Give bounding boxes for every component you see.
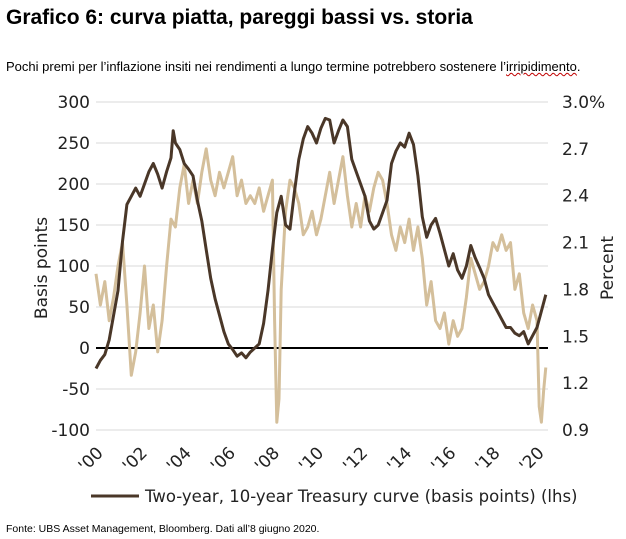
- x-tick-label: '12: [339, 443, 372, 476]
- y-left-tick-label: 250: [58, 134, 90, 154]
- y-left-tick-label: 0: [79, 339, 90, 359]
- x-tick-label: '04: [163, 443, 196, 476]
- x-tick-label: '14: [383, 443, 416, 476]
- series-layer: [94, 116, 548, 424]
- series-line-curve: [94, 116, 548, 370]
- chart-title: Grafico 6: curva piatta, pareggi bassi v…: [6, 6, 473, 29]
- y-left-tick-label: -100: [51, 421, 90, 441]
- series-line-breakeven: [94, 147, 548, 424]
- x-tick-label: '08: [251, 443, 284, 476]
- source-note: Fonte: UBS Asset Management, Bloomberg. …: [6, 523, 320, 535]
- y-axis-right-label: Percent: [598, 236, 618, 300]
- y-right-tick-label: 3.0%: [562, 93, 605, 113]
- y-left-tick-label: 300: [58, 93, 90, 113]
- y-left-tick-label: 100: [58, 257, 90, 277]
- y-axis-left-ticks: 300 250 200 150 100 50 0 -50 -100: [51, 93, 90, 441]
- x-tick-label: '16: [428, 443, 461, 476]
- legend: Two-year, 10-year Treasury curve (basis …: [91, 487, 578, 506]
- y-axis-left-label: Basis points: [32, 217, 52, 319]
- y-right-tick-label: 2.1: [562, 234, 589, 254]
- subtitle-text: Pochi premi per l’inflazione insiti nei …: [6, 59, 507, 74]
- y-left-tick-label: 200: [58, 175, 90, 195]
- y-right-tick-label: 1.5: [562, 327, 589, 347]
- x-tick-label: '06: [207, 443, 240, 476]
- y-right-tick-label: 1.2: [562, 374, 589, 394]
- x-tick-label: '02: [119, 443, 152, 476]
- x-tick-label: '18: [472, 443, 505, 476]
- y-right-tick-label: 1.8: [562, 280, 589, 300]
- x-tick-label: '00: [75, 443, 108, 476]
- y-right-tick-label: 0.9: [562, 421, 589, 441]
- y-right-tick-label: 2.7: [562, 140, 589, 160]
- subtitle-end: .: [576, 59, 581, 74]
- chart-area: 300 250 200 150 100 50 0 -50 -100 3.0% 2.7 2.4 2.1 1…: [32, 93, 618, 506]
- y-left-tick-label: 50: [68, 298, 90, 318]
- y-left-tick-label: 150: [58, 216, 90, 236]
- y-right-tick-label: 2.4: [562, 187, 589, 207]
- legend-label-curve: Two-year, 10-year Treasury curve (basis …: [144, 487, 578, 506]
- x-tick-label: '20: [516, 443, 549, 476]
- chart-subtitle: Pochi premi per l’inflazione insiti nei …: [6, 59, 580, 74]
- y-left-tick-label: -50: [62, 380, 90, 400]
- x-tick-label: '10: [295, 443, 328, 476]
- y-axis-right-ticks: 3.0% 2.7 2.4 2.1 1.8 1.5 1.2 0.9: [562, 93, 605, 441]
- x-axis-ticks: '00 '02 '04 '06 '08 '10 '12 '14 '16 '18 '20: [75, 443, 549, 476]
- subtitle-spellcheck-word: irripidimento: [506, 59, 577, 74]
